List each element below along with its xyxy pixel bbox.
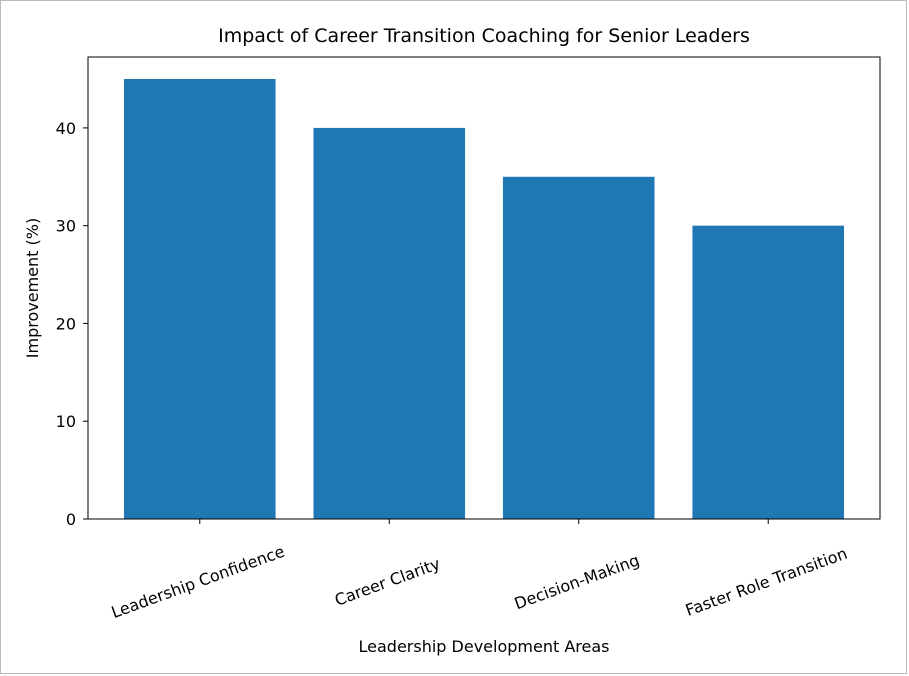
y-tick-label: 20 (56, 314, 76, 333)
x-axis-label: Leadership Development Areas (359, 637, 610, 656)
plot-frame (87, 56, 881, 520)
chart-title: Impact of Career Transition Coaching for… (218, 25, 750, 47)
bar (124, 79, 276, 519)
bar (502, 176, 655, 519)
bar (692, 225, 844, 519)
y-axis-label: Improvement (%) (23, 218, 42, 358)
y-tick-label: 10 (56, 412, 76, 431)
y-tick-label: 40 (56, 119, 76, 138)
bar (313, 127, 466, 519)
y-tick-label: 0 (66, 510, 76, 529)
y-tick-label: 30 (56, 217, 76, 236)
